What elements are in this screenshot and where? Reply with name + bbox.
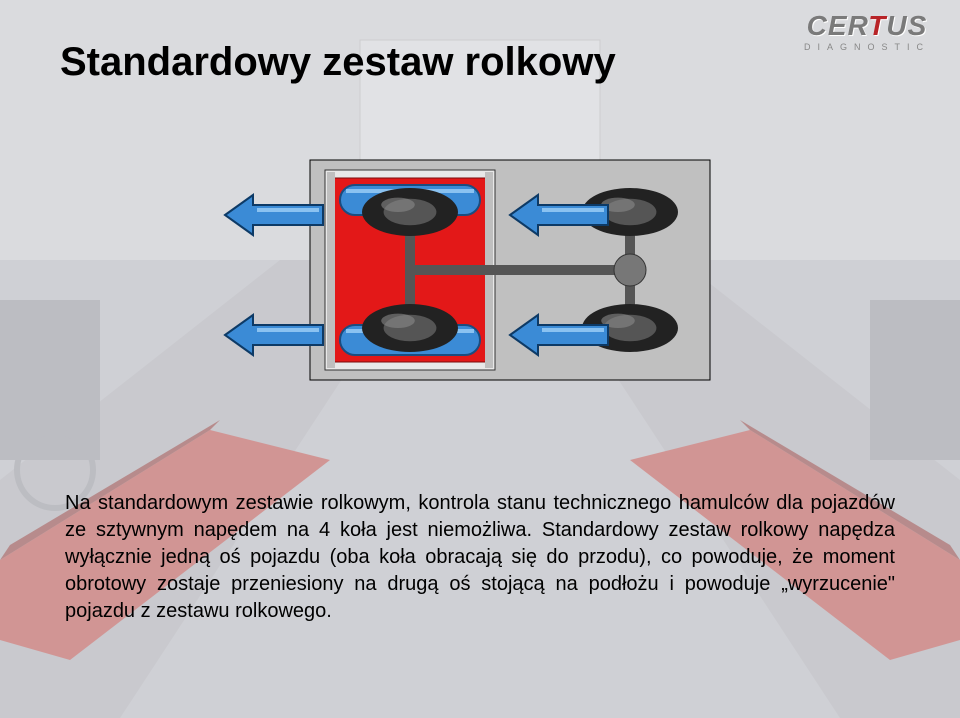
logo-accent: T	[868, 10, 886, 41]
roller-diagram-svg	[210, 130, 750, 410]
brand-logo-text: CERTUS	[804, 12, 930, 40]
brand-logo-sub: DIAGNOSTIC	[804, 42, 930, 52]
logo-post: US	[886, 10, 927, 41]
page-title: Standardowy zestaw rolkowy	[60, 40, 616, 85]
body-paragraph: Na standardowym zestawie rolkowym, kontr…	[65, 490, 895, 625]
logo-pre: CER	[807, 10, 869, 41]
slide: CERTUS DIAGNOSTIC Standardowy zestaw rol…	[0, 0, 960, 718]
brand-logo: CERTUS DIAGNOSTIC	[804, 12, 930, 52]
roller-diagram	[210, 130, 750, 410]
